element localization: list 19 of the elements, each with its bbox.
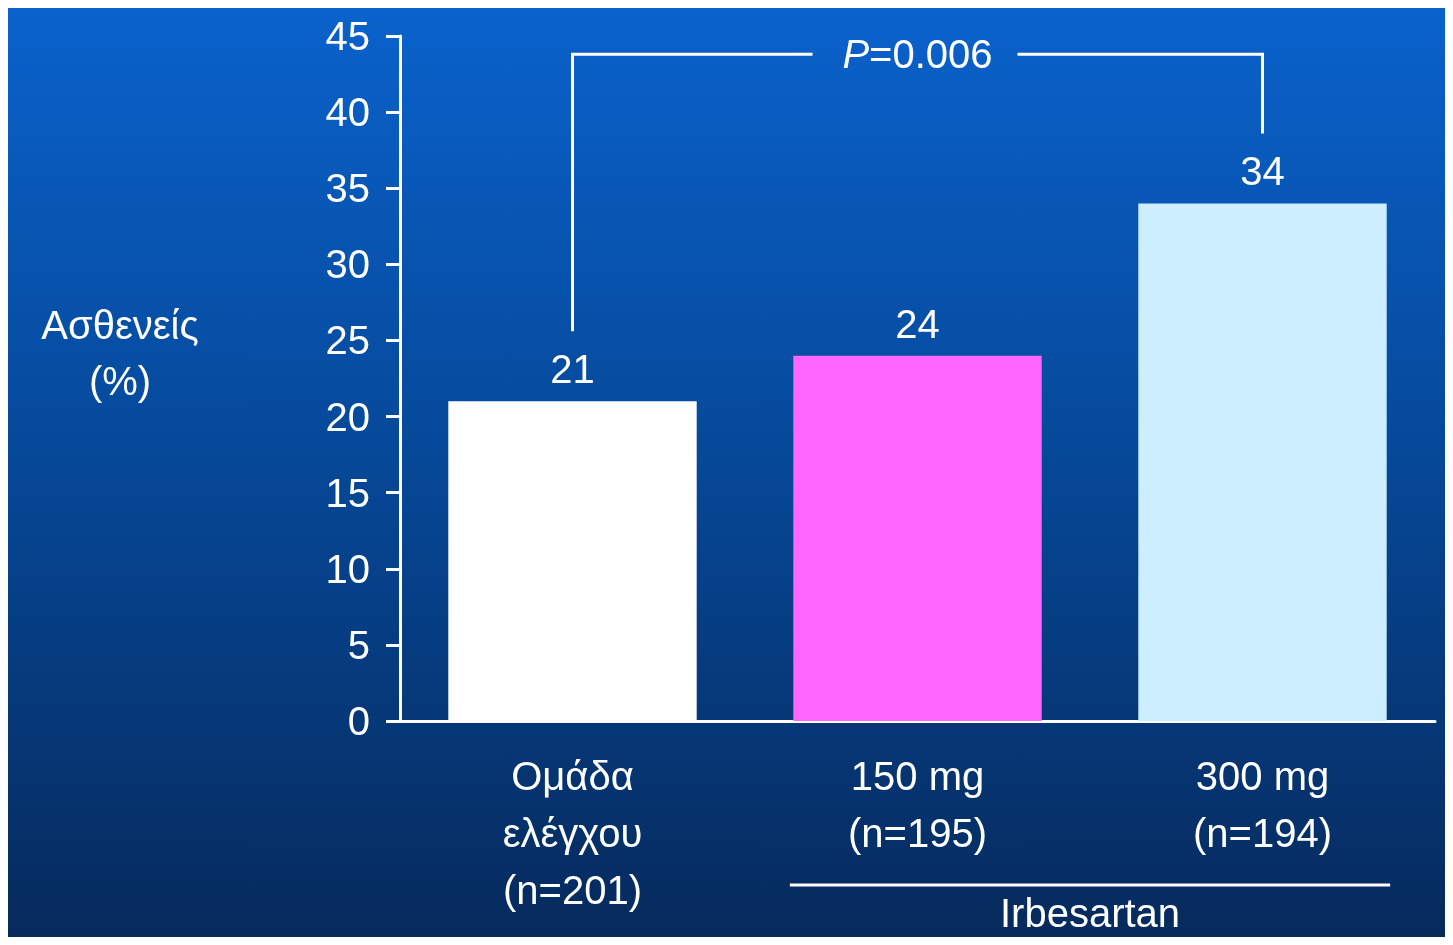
y-tick-label: 20	[325, 394, 370, 439]
y-tick-label: 45	[325, 14, 370, 58]
y-tick-label: 15	[325, 470, 370, 515]
data-label: 34	[1240, 149, 1285, 194]
x-tick-label: 300 mg (n=194)	[1193, 753, 1332, 855]
y-tick-label: 10	[325, 546, 370, 591]
annotation: P=0.006	[842, 32, 993, 77]
y-axis-title: Ασθενείς (%)	[41, 303, 199, 403]
x-tick-label: Ομάδα ελέγχου (n=201)	[502, 753, 643, 912]
data-label: 24	[895, 301, 940, 346]
x-tick-label: 150 mg (n=195)	[848, 753, 987, 855]
y-tick-label: 40	[325, 90, 370, 135]
y-tick-label: 5	[347, 622, 370, 667]
y-tick-label: 30	[325, 242, 370, 287]
y-tick-label: 25	[325, 318, 370, 363]
y-tick-label: 0	[347, 699, 370, 743]
y-tick-label: 35	[325, 166, 370, 211]
data-label: 21	[550, 347, 595, 392]
text: Irbesartan	[999, 891, 1181, 935]
